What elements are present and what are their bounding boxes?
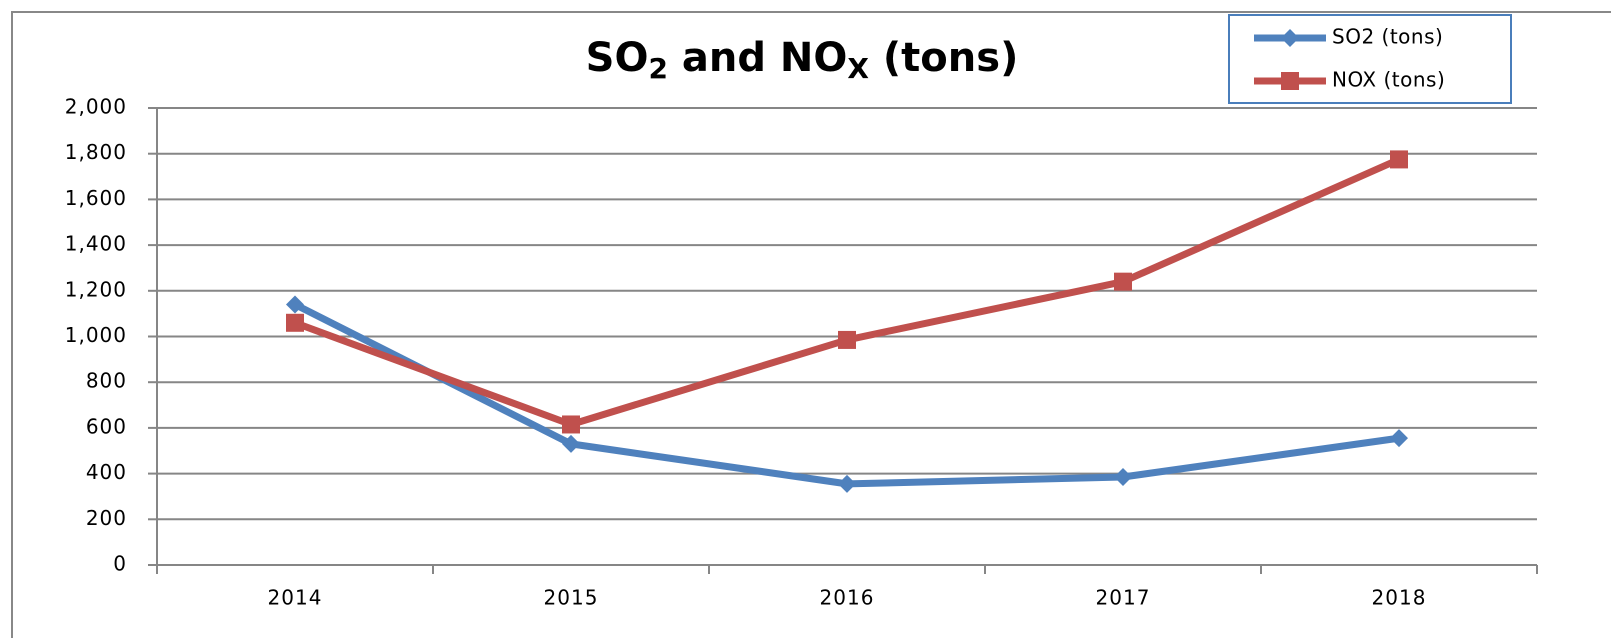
legend-box	[1228, 14, 1512, 104]
x-tick-label: 2017	[1096, 586, 1151, 610]
data-point	[562, 415, 580, 434]
chart-frame	[11, 11, 1611, 638]
x-tick-label: 2018	[1372, 586, 1427, 610]
y-tick-label: 800	[86, 369, 127, 393]
data-point	[1114, 468, 1132, 487]
y-tick-label: 1,400	[65, 232, 127, 256]
y-tick-label: 1,200	[65, 277, 127, 301]
title-part: (tons)	[869, 35, 1018, 81]
legend-label: SO2 (tons)	[1332, 25, 1443, 49]
data-point	[1114, 272, 1132, 291]
y-tick-label: 600	[86, 414, 127, 438]
title-part: SO	[586, 35, 649, 81]
y-tick-label: 200	[86, 506, 127, 530]
title-part: 2	[648, 52, 667, 85]
x-tick-label: 2014	[268, 586, 323, 610]
data-point	[1390, 150, 1408, 169]
data-point	[838, 330, 856, 349]
legend-label: NOX (tons)	[1332, 68, 1445, 92]
title-part: X	[847, 52, 869, 85]
title-part: and NO	[668, 35, 847, 81]
data-point	[562, 434, 580, 453]
x-tick-label: 2016	[820, 586, 875, 610]
y-tick-label: 1,000	[65, 323, 127, 347]
chart-title: SO2 and NOX (tons)	[586, 35, 1019, 85]
y-tick-label: 400	[86, 460, 127, 484]
y-tick-label: 0	[113, 552, 127, 576]
data-point	[838, 474, 856, 493]
data-point	[1390, 429, 1408, 448]
data-point	[286, 313, 304, 332]
legend-marker	[1281, 29, 1299, 47]
legend-marker	[1281, 72, 1299, 90]
y-tick-label: 1,600	[65, 186, 127, 210]
x-tick-label: 2015	[544, 586, 599, 610]
y-tick-label: 1,800	[65, 140, 127, 164]
data-point	[286, 295, 304, 314]
y-tick-label: 2,000	[65, 95, 127, 119]
